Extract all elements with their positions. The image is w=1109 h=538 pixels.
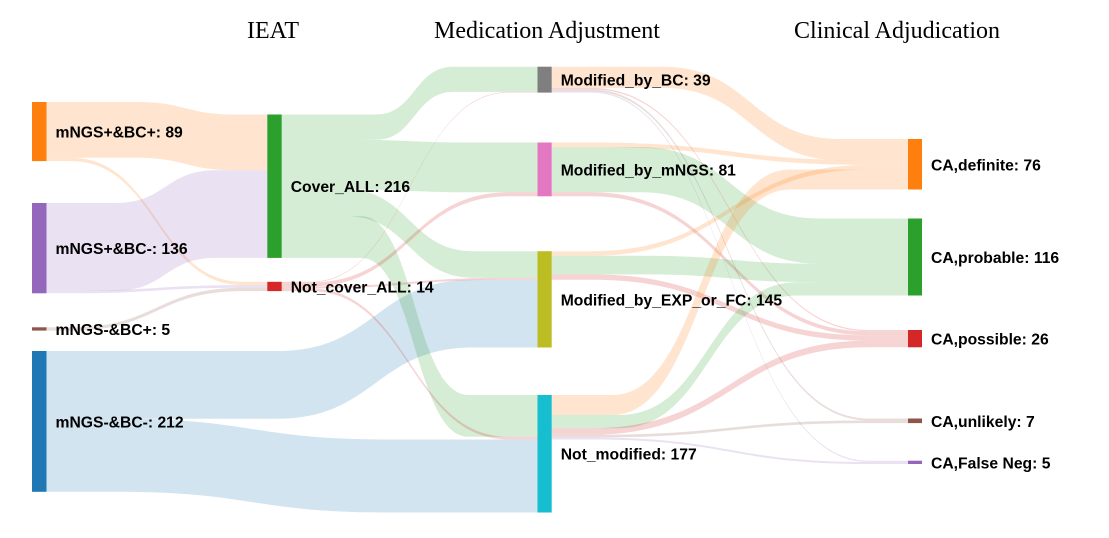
svg-text:CA,possible: 26: CA,possible: 26	[931, 332, 1049, 349]
svg-text:IEAT: IEAT	[247, 18, 299, 44]
svg-text:Not_cover_ALL: 14: Not_cover_ALL: 14	[291, 280, 434, 297]
svg-text:Cover_ALL: 216: Cover_ALL: 216	[291, 179, 411, 196]
svg-text:Not_modified: 177: Not_modified: 177	[561, 447, 697, 464]
svg-text:Medication Adjustment: Medication Adjustment	[434, 18, 660, 44]
svg-text:CA,definite: 76: CA,definite: 76	[931, 157, 1041, 174]
svg-text:mNGS-&BC-: 212: mNGS-&BC-: 212	[56, 414, 184, 431]
svg-text:CA,probable: 116: CA,probable: 116	[931, 250, 1059, 267]
svg-text:mNGS-&BC+: 5: mNGS-&BC+: 5	[56, 322, 171, 339]
svg-text:Clinical Adjudication: Clinical Adjudication	[794, 18, 1000, 44]
svg-text:mNGS+&BC+: 89: mNGS+&BC+: 89	[56, 125, 184, 142]
svg-text:CA,unlikely: 7: CA,unlikely: 7	[931, 414, 1035, 431]
svg-text:Modified_by_BC: 39: Modified_by_BC: 39	[561, 73, 711, 90]
svg-text:Modified_by_EXP_or_FC: 145: Modified_by_EXP_or_FC: 145	[561, 292, 783, 309]
svg-text:mNGS+&BC-: 136: mNGS+&BC-: 136	[56, 241, 188, 258]
svg-text:CA,False Neg: 5: CA,False Neg: 5	[931, 455, 1051, 472]
svg-text:Modified_by_mNGS: 81: Modified_by_mNGS: 81	[561, 162, 736, 179]
